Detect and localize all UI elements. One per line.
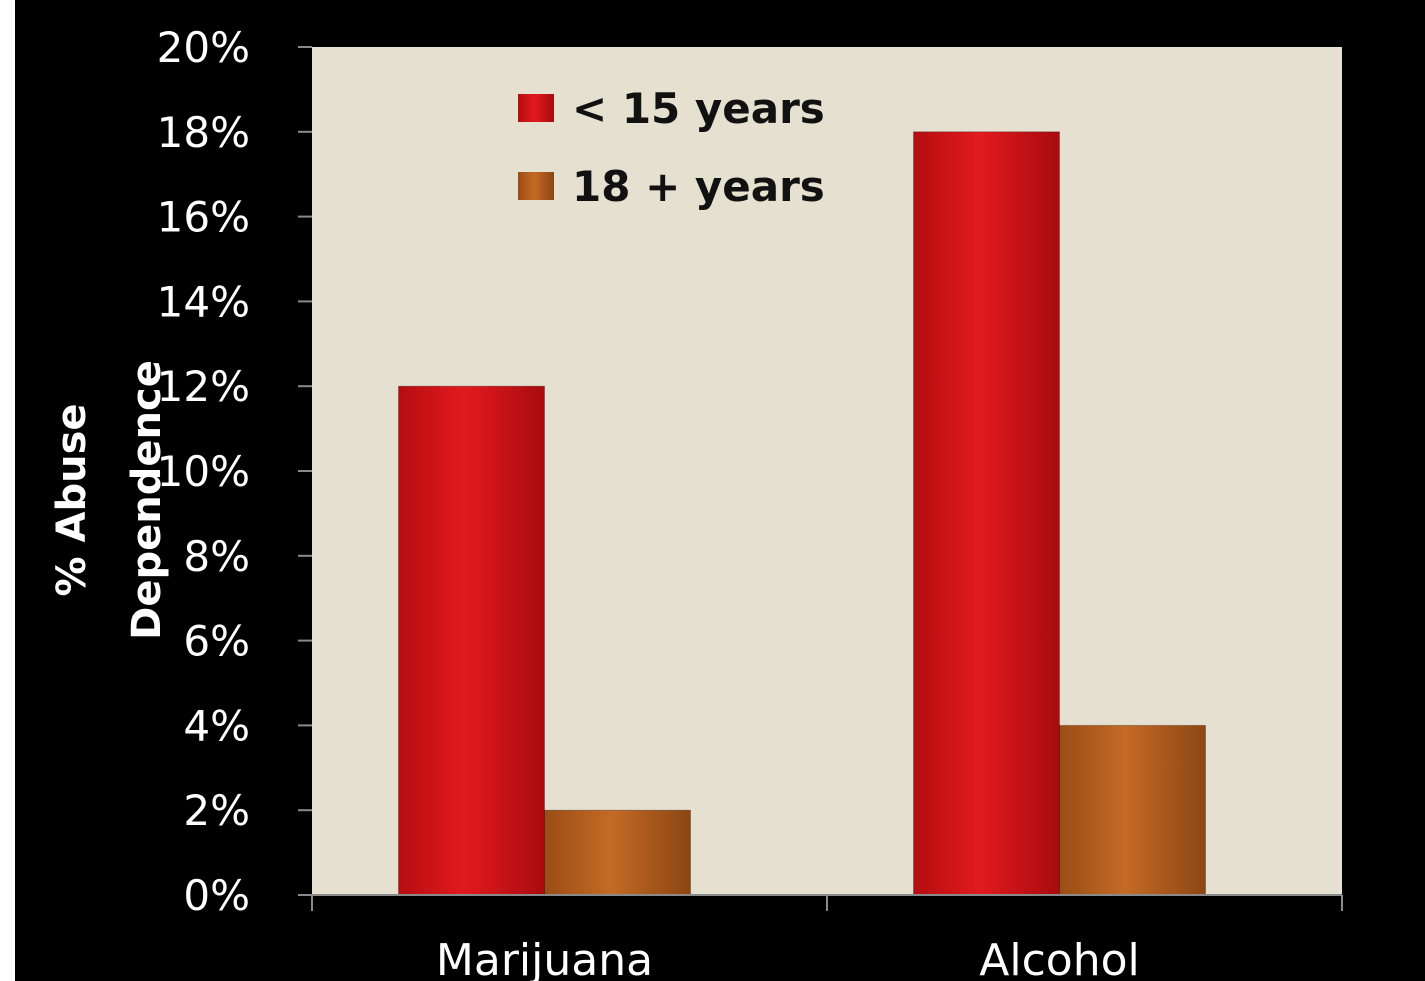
y-tick-label: 12% <box>157 362 250 411</box>
y-axis-label: % Abuse Dependence <box>49 360 170 640</box>
bar-alcohol-series-1 <box>913 131 1060 896</box>
legend-swatch-series-1 <box>518 94 554 122</box>
y-tick-label: 2% <box>183 786 250 835</box>
legend: < 15 years 18 + years <box>518 84 825 211</box>
bars-layer <box>398 131 1206 896</box>
y-axis-label-line-2: Dependence <box>124 360 170 640</box>
y-tick-label: 18% <box>157 108 250 157</box>
y-tick-label: 0% <box>183 871 250 920</box>
y-tick-label: 20% <box>157 23 250 72</box>
x-category-labels: Marijuana Alcohol <box>436 935 1140 981</box>
legend-label-series-1: < 15 years <box>572 84 825 133</box>
y-tick-label: 6% <box>183 617 250 666</box>
y-axis-label-line-1: % Abuse <box>49 403 95 596</box>
x-category-label: Alcohol <box>979 935 1139 981</box>
bar-alcohol-series-2 <box>1059 724 1206 896</box>
x-category-label: Marijuana <box>436 935 653 981</box>
bar-marijuana-series-2 <box>544 809 691 896</box>
y-tick-label: 10% <box>157 447 250 496</box>
axes-layer <box>298 46 1343 911</box>
y-tick-label: 14% <box>157 277 250 326</box>
y-tick-labels: 0% 2% 4% 6% 8% 10% 12% 14% 16% 18% 20% <box>157 23 250 920</box>
y-tick-label: 4% <box>183 701 250 750</box>
y-tick-label: 8% <box>183 532 250 581</box>
bar-marijuana-series-1 <box>398 385 545 896</box>
legend-swatch-series-2 <box>518 172 554 200</box>
legend-label-series-2: 18 + years <box>572 162 825 211</box>
y-tick-label: 16% <box>157 193 250 242</box>
